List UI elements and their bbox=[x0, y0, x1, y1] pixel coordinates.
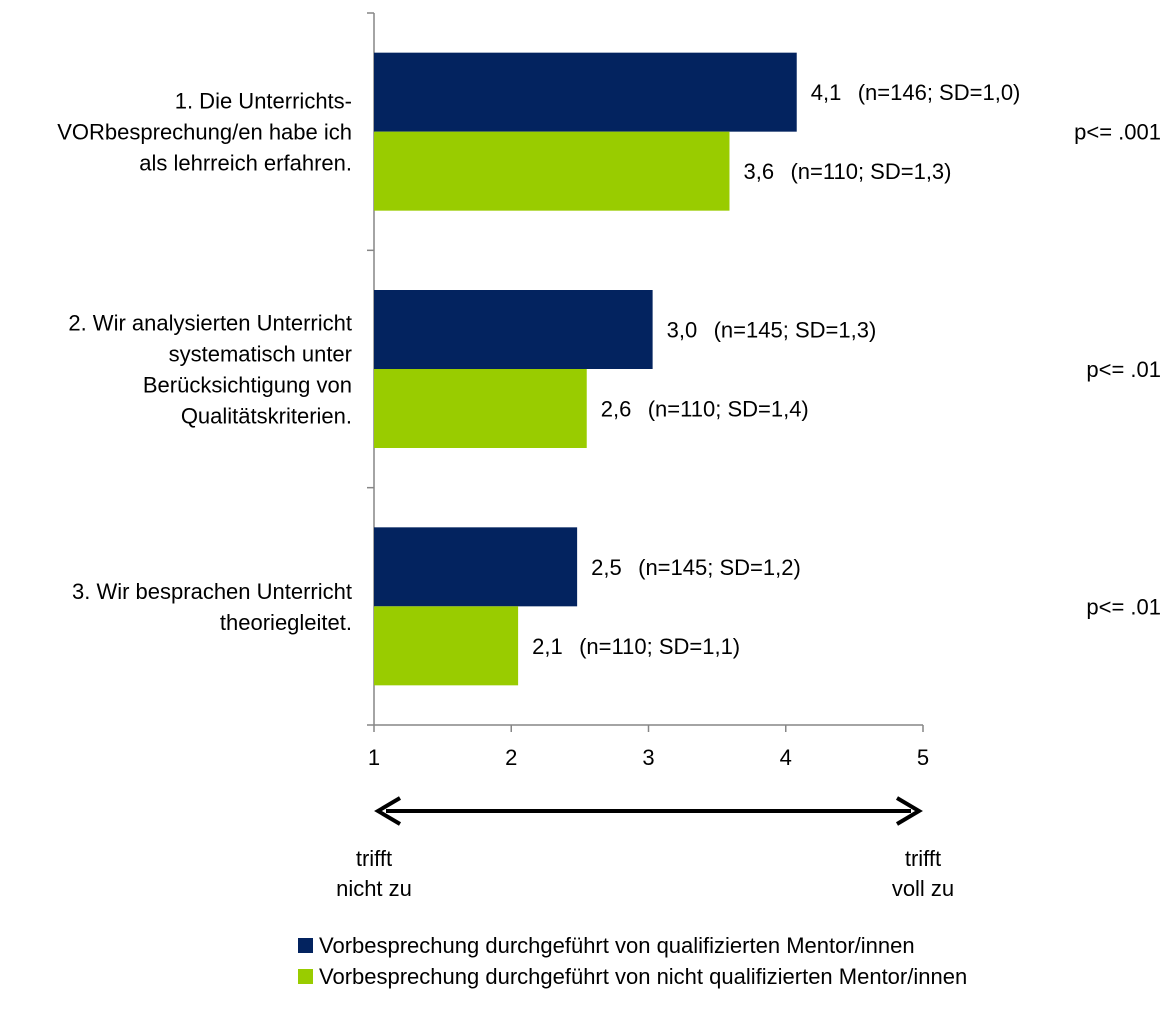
p-value-2: p<= .01 bbox=[1086, 357, 1161, 382]
category-label-line: Berücksichtigung von bbox=[143, 373, 352, 398]
category-label-1: 1. Die Unterrichts- VORbesprechung/en hab… bbox=[57, 89, 352, 176]
bar-qualified-2 bbox=[374, 290, 653, 369]
scale-arrow-head-right bbox=[895, 796, 923, 826]
data-label: 2,1 bbox=[532, 634, 563, 659]
legend-item-unqualified: Vorbesprechung durchgeführt von nicht qu… bbox=[298, 961, 967, 992]
category-label-2: 2. Wir analysierten Unterricht systematis… bbox=[68, 311, 352, 429]
p-value-1: p<= .001 bbox=[1074, 120, 1161, 145]
data-label: 3,0 bbox=[667, 318, 698, 343]
bar-qualified-1 bbox=[374, 52, 797, 132]
data-label: 3,6 bbox=[743, 159, 774, 184]
data-label: 4,1 bbox=[811, 80, 842, 105]
legend-label-qualified: Vorbesprechung durchgeführt von qualifiz… bbox=[319, 933, 915, 958]
labels: 4,1 (n=146; SD=1,0) 3,6 (n=110; SD=1,3) 1. D… bbox=[57, 80, 1161, 659]
data-annotation: (n=145; SD=1,2) bbox=[638, 555, 801, 580]
data-annotation: (n=146; SD=1,0) bbox=[858, 80, 1021, 105]
p-value-3: p<= .01 bbox=[1086, 594, 1161, 619]
category-label-line: 1. Die Unterrichts- bbox=[175, 89, 352, 114]
data-label: 2,6 bbox=[601, 397, 632, 422]
category-label-line: 2. Wir analysierten Unterricht bbox=[68, 311, 352, 336]
scale-label-line: trifft bbox=[905, 846, 941, 871]
scale-label-left: trifft nicht zu bbox=[336, 846, 412, 901]
category-label-line: VORbesprechung/en habe ich bbox=[57, 120, 352, 145]
data-annotation: (n=110; SD=1,4) bbox=[648, 397, 809, 422]
legend-item-qualified: Vorbesprechung durchgeführt von qualifiz… bbox=[298, 930, 967, 961]
bar-unqualified-1 bbox=[374, 131, 730, 211]
category-label-line: 3. Wir besprachen Unterricht bbox=[72, 579, 352, 604]
bar-unqualified-3 bbox=[374, 606, 519, 686]
x-tick-label: 5 bbox=[917, 745, 929, 770]
scale-label-line: nicht zu bbox=[336, 876, 412, 901]
legend: Vorbesprechung durchgeführt von qualifiz… bbox=[298, 930, 967, 992]
scale-arrow-head-left bbox=[374, 796, 402, 826]
legend-label-unqualified: Vorbesprechung durchgeführt von nicht qu… bbox=[319, 964, 968, 989]
bar-qualified-3 bbox=[374, 527, 578, 607]
data-annotation: (n=145; SD=1,3) bbox=[714, 318, 877, 343]
scale-label-right: trifft voll zu bbox=[892, 846, 954, 901]
bar-unqualified-2 bbox=[374, 369, 587, 448]
category-label-line: als lehrreich erfahren. bbox=[139, 151, 352, 176]
data-label: 2,5 bbox=[591, 555, 622, 580]
x-tick-label: 4 bbox=[780, 745, 792, 770]
legend-swatch-qualified bbox=[298, 938, 313, 953]
x-tick-label: 3 bbox=[642, 745, 654, 770]
category-label-line: theoriegleitet. bbox=[220, 610, 352, 635]
bars bbox=[374, 52, 797, 686]
category-label-line: Qualitätskriterien. bbox=[181, 404, 352, 429]
category-label-3: 3. Wir besprachen Unterricht theoriegleit… bbox=[72, 579, 352, 635]
legend-swatch-unqualified bbox=[298, 969, 313, 984]
scale-label-line: trifft bbox=[356, 846, 392, 871]
data-annotation: (n=110; SD=1,1) bbox=[579, 634, 740, 659]
x-tick-label: 2 bbox=[505, 745, 517, 770]
scale-label-line: voll zu bbox=[892, 876, 954, 901]
data-annotation: (n=110; SD=1,3) bbox=[790, 159, 951, 184]
category-label-line: systematisch unter bbox=[169, 342, 352, 367]
scale-arrow: trifft nicht zu trifft voll zu bbox=[336, 796, 954, 901]
x-tick-label: 1 bbox=[368, 745, 380, 770]
